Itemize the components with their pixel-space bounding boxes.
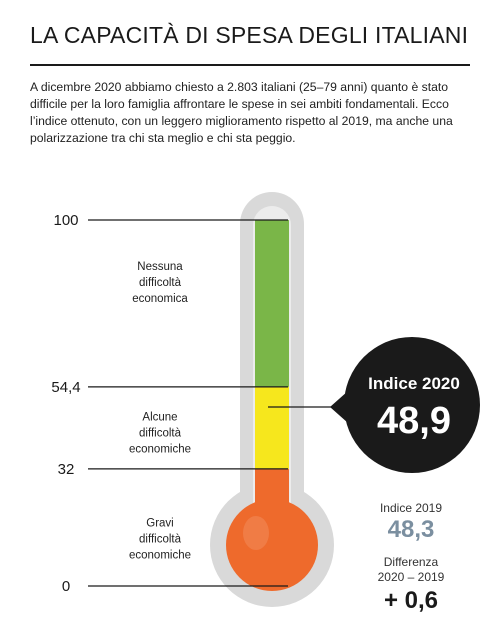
callout-badge	[344, 337, 480, 473]
tick-label-2: 32	[58, 461, 75, 478]
diff-value: + 0,6	[384, 587, 438, 614]
zone-label-1-2: economiche	[129, 443, 191, 455]
callout-title: Indice 2020	[368, 374, 460, 393]
bulb-highlight	[243, 516, 269, 550]
zone-label-1-1: difficoltà	[139, 427, 182, 439]
zone-label-0-1: difficoltà	[139, 277, 182, 289]
zone-label-2-1: difficoltà	[139, 533, 182, 545]
tick-label-1: 54,4	[51, 379, 80, 396]
title-rule	[30, 64, 470, 66]
zone-label-2-2: economiche	[129, 549, 191, 561]
diff-label-0: Differenza	[384, 555, 439, 569]
page-title: LA CAPACITÀ DI SPESA DEGLI ITALIANI	[30, 22, 469, 48]
zone-label-0-0: Nessuna	[137, 261, 183, 273]
band-0	[255, 220, 289, 387]
zone-label-0-2: economica	[132, 293, 188, 305]
zone-label-1-0: Alcune	[142, 411, 177, 423]
tick-label-3: 0	[62, 578, 70, 595]
intro-text: A dicembre 2020 abbiamo chiesto a 2.803 …	[30, 80, 453, 145]
tick-label-0: 100	[53, 212, 78, 229]
callout-pointer	[330, 391, 348, 424]
band-1	[255, 386, 289, 469]
diff-label-1: 2020 – 2019	[378, 570, 445, 584]
value-2019: 48,3	[388, 516, 435, 543]
zone-label-2-0: Gravi	[146, 517, 173, 529]
callout-value: 48,9	[377, 400, 451, 442]
label-2019: Indice 2019	[380, 501, 442, 515]
thermometer-bulb-fill	[226, 499, 318, 591]
